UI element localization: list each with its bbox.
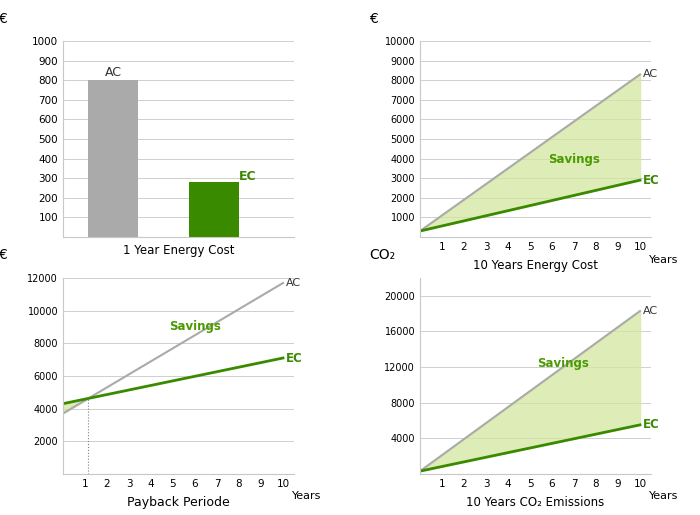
Text: EC: EC: [643, 418, 660, 432]
Text: EC: EC: [286, 352, 303, 365]
Text: EC: EC: [239, 170, 256, 183]
X-axis label: 1 Year Energy Cost: 1 Year Energy Cost: [122, 244, 234, 257]
Text: EC: EC: [643, 174, 660, 186]
Text: €: €: [369, 11, 378, 26]
Text: Years: Years: [650, 254, 679, 265]
Text: Savings: Savings: [548, 152, 600, 165]
Text: Years: Years: [650, 491, 679, 502]
Text: €: €: [0, 248, 7, 263]
Text: CO₂: CO₂: [369, 248, 396, 263]
Text: AC: AC: [643, 70, 659, 79]
Bar: [188, 182, 239, 237]
Text: AC: AC: [643, 306, 659, 316]
Bar: [88, 80, 139, 237]
Text: Years: Years: [293, 491, 322, 502]
Text: AC: AC: [286, 278, 302, 288]
Text: Savings: Savings: [537, 357, 589, 370]
Text: Savings: Savings: [169, 320, 221, 333]
Text: AC: AC: [105, 66, 122, 79]
X-axis label: Payback Periode: Payback Periode: [127, 495, 230, 509]
Text: €: €: [0, 11, 7, 26]
X-axis label: 10 Years Energy Cost: 10 Years Energy Cost: [473, 259, 598, 272]
X-axis label: 10 Years CO₂ Emissions: 10 Years CO₂ Emissions: [466, 495, 605, 509]
